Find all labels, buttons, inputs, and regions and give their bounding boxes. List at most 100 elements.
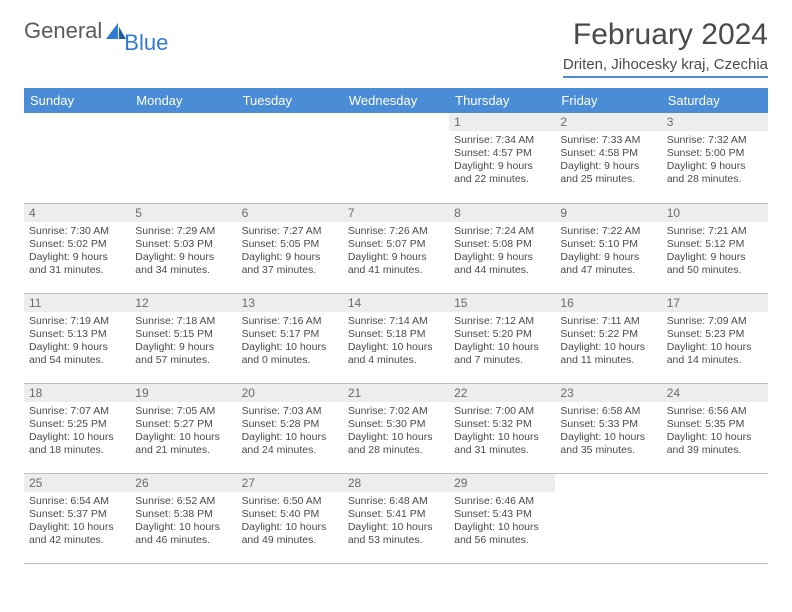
calendar-day-cell xyxy=(555,473,661,563)
brand-blue: Blue xyxy=(124,30,168,56)
day-number: 28 xyxy=(343,474,449,492)
calendar-day-cell: 2Sunrise: 7:33 AMSunset: 4:58 PMDaylight… xyxy=(555,113,661,203)
calendar-day-cell xyxy=(24,113,130,203)
calendar-day-cell: 17Sunrise: 7:09 AMSunset: 5:23 PMDayligh… xyxy=(662,293,768,383)
calendar-day-cell: 1Sunrise: 7:34 AMSunset: 4:57 PMDaylight… xyxy=(449,113,555,203)
day-details: Sunrise: 7:19 AMSunset: 5:13 PMDaylight:… xyxy=(24,312,130,372)
day-number: 22 xyxy=(449,384,555,402)
day-number: 4 xyxy=(24,204,130,222)
calendar-day-cell: 28Sunrise: 6:48 AMSunset: 5:41 PMDayligh… xyxy=(343,473,449,563)
title-block: February 2024 Driten, Jihocesky kraj, Cz… xyxy=(563,18,768,78)
day-details: Sunrise: 7:00 AMSunset: 5:32 PMDaylight:… xyxy=(449,402,555,462)
day-number: 15 xyxy=(449,294,555,312)
calendar-day-cell xyxy=(662,473,768,563)
day-number: 5 xyxy=(130,204,236,222)
day-details: Sunrise: 7:29 AMSunset: 5:03 PMDaylight:… xyxy=(130,222,236,282)
day-details: Sunrise: 7:32 AMSunset: 5:00 PMDaylight:… xyxy=(662,131,768,191)
weekday-header: Saturday xyxy=(662,88,768,113)
calendar-day-cell: 29Sunrise: 6:46 AMSunset: 5:43 PMDayligh… xyxy=(449,473,555,563)
day-details: Sunrise: 6:52 AMSunset: 5:38 PMDaylight:… xyxy=(130,492,236,552)
day-details: Sunrise: 7:03 AMSunset: 5:28 PMDaylight:… xyxy=(237,402,343,462)
calendar-day-cell: 13Sunrise: 7:16 AMSunset: 5:17 PMDayligh… xyxy=(237,293,343,383)
day-details: Sunrise: 7:33 AMSunset: 4:58 PMDaylight:… xyxy=(555,131,661,191)
calendar-day-cell: 10Sunrise: 7:21 AMSunset: 5:12 PMDayligh… xyxy=(662,203,768,293)
calendar-week-row: 4Sunrise: 7:30 AMSunset: 5:02 PMDaylight… xyxy=(24,203,768,293)
day-details: Sunrise: 6:48 AMSunset: 5:41 PMDaylight:… xyxy=(343,492,449,552)
calendar-day-cell: 26Sunrise: 6:52 AMSunset: 5:38 PMDayligh… xyxy=(130,473,236,563)
day-number: 10 xyxy=(662,204,768,222)
day-number: 23 xyxy=(555,384,661,402)
calendar-day-cell: 12Sunrise: 7:18 AMSunset: 5:15 PMDayligh… xyxy=(130,293,236,383)
calendar-week-row: 11Sunrise: 7:19 AMSunset: 5:13 PMDayligh… xyxy=(24,293,768,383)
day-number: 17 xyxy=(662,294,768,312)
month-title: February 2024 xyxy=(563,18,768,52)
day-number: 6 xyxy=(237,204,343,222)
day-number: 24 xyxy=(662,384,768,402)
day-number: 16 xyxy=(555,294,661,312)
day-number: 19 xyxy=(130,384,236,402)
day-details: Sunrise: 7:26 AMSunset: 5:07 PMDaylight:… xyxy=(343,222,449,282)
day-number: 21 xyxy=(343,384,449,402)
day-details: Sunrise: 6:56 AMSunset: 5:35 PMDaylight:… xyxy=(662,402,768,462)
calendar-table: SundayMondayTuesdayWednesdayThursdayFrid… xyxy=(24,88,768,564)
weekday-header: Friday xyxy=(555,88,661,113)
calendar-day-cell: 21Sunrise: 7:02 AMSunset: 5:30 PMDayligh… xyxy=(343,383,449,473)
day-number: 26 xyxy=(130,474,236,492)
calendar-week-row: 1Sunrise: 7:34 AMSunset: 4:57 PMDaylight… xyxy=(24,113,768,203)
day-details: Sunrise: 7:05 AMSunset: 5:27 PMDaylight:… xyxy=(130,402,236,462)
calendar-day-cell: 14Sunrise: 7:14 AMSunset: 5:18 PMDayligh… xyxy=(343,293,449,383)
day-number: 2 xyxy=(555,113,661,131)
day-number: 7 xyxy=(343,204,449,222)
calendar-day-cell: 19Sunrise: 7:05 AMSunset: 5:27 PMDayligh… xyxy=(130,383,236,473)
calendar-day-cell xyxy=(343,113,449,203)
day-number: 12 xyxy=(130,294,236,312)
day-number: 14 xyxy=(343,294,449,312)
calendar-week-row: 18Sunrise: 7:07 AMSunset: 5:25 PMDayligh… xyxy=(24,383,768,473)
day-details: Sunrise: 7:30 AMSunset: 5:02 PMDaylight:… xyxy=(24,222,130,282)
calendar-day-cell xyxy=(237,113,343,203)
day-details: Sunrise: 6:58 AMSunset: 5:33 PMDaylight:… xyxy=(555,402,661,462)
calendar-day-cell: 24Sunrise: 6:56 AMSunset: 5:35 PMDayligh… xyxy=(662,383,768,473)
calendar-day-cell: 23Sunrise: 6:58 AMSunset: 5:33 PMDayligh… xyxy=(555,383,661,473)
day-number: 20 xyxy=(237,384,343,402)
day-details: Sunrise: 7:09 AMSunset: 5:23 PMDaylight:… xyxy=(662,312,768,372)
calendar-day-cell xyxy=(130,113,236,203)
day-number: 13 xyxy=(237,294,343,312)
day-number: 29 xyxy=(449,474,555,492)
calendar-day-cell: 11Sunrise: 7:19 AMSunset: 5:13 PMDayligh… xyxy=(24,293,130,383)
day-details: Sunrise: 6:54 AMSunset: 5:37 PMDaylight:… xyxy=(24,492,130,552)
calendar-day-cell: 3Sunrise: 7:32 AMSunset: 5:00 PMDaylight… xyxy=(662,113,768,203)
day-details: Sunrise: 6:50 AMSunset: 5:40 PMDaylight:… xyxy=(237,492,343,552)
day-details: Sunrise: 6:46 AMSunset: 5:43 PMDaylight:… xyxy=(449,492,555,552)
brand-logo: General Blue xyxy=(24,18,174,44)
header: General Blue February 2024 Driten, Jihoc… xyxy=(24,18,768,78)
weekday-header: Wednesday xyxy=(343,88,449,113)
calendar-day-cell: 7Sunrise: 7:26 AMSunset: 5:07 PMDaylight… xyxy=(343,203,449,293)
calendar-day-cell: 4Sunrise: 7:30 AMSunset: 5:02 PMDaylight… xyxy=(24,203,130,293)
day-details: Sunrise: 7:11 AMSunset: 5:22 PMDaylight:… xyxy=(555,312,661,372)
day-number: 8 xyxy=(449,204,555,222)
day-details: Sunrise: 7:34 AMSunset: 4:57 PMDaylight:… xyxy=(449,131,555,191)
day-details: Sunrise: 7:18 AMSunset: 5:15 PMDaylight:… xyxy=(130,312,236,372)
day-details: Sunrise: 7:12 AMSunset: 5:20 PMDaylight:… xyxy=(449,312,555,372)
day-number: 1 xyxy=(449,113,555,131)
day-details: Sunrise: 7:14 AMSunset: 5:18 PMDaylight:… xyxy=(343,312,449,372)
day-details: Sunrise: 7:02 AMSunset: 5:30 PMDaylight:… xyxy=(343,402,449,462)
day-number: 9 xyxy=(555,204,661,222)
calendar-day-cell: 27Sunrise: 6:50 AMSunset: 5:40 PMDayligh… xyxy=(237,473,343,563)
weekday-header: Monday xyxy=(130,88,236,113)
calendar-day-cell: 20Sunrise: 7:03 AMSunset: 5:28 PMDayligh… xyxy=(237,383,343,473)
day-details: Sunrise: 7:22 AMSunset: 5:10 PMDaylight:… xyxy=(555,222,661,282)
location: Driten, Jihocesky kraj, Czechia xyxy=(563,56,768,78)
day-details: Sunrise: 7:07 AMSunset: 5:25 PMDaylight:… xyxy=(24,402,130,462)
day-details: Sunrise: 7:21 AMSunset: 5:12 PMDaylight:… xyxy=(662,222,768,282)
calendar-day-cell: 18Sunrise: 7:07 AMSunset: 5:25 PMDayligh… xyxy=(24,383,130,473)
day-number: 3 xyxy=(662,113,768,131)
day-number: 25 xyxy=(24,474,130,492)
brand-general: General xyxy=(24,18,102,44)
weekday-header: Thursday xyxy=(449,88,555,113)
calendar-day-cell: 8Sunrise: 7:24 AMSunset: 5:08 PMDaylight… xyxy=(449,203,555,293)
day-number: 11 xyxy=(24,294,130,312)
weekday-header-row: SundayMondayTuesdayWednesdayThursdayFrid… xyxy=(24,88,768,113)
calendar-day-cell: 5Sunrise: 7:29 AMSunset: 5:03 PMDaylight… xyxy=(130,203,236,293)
